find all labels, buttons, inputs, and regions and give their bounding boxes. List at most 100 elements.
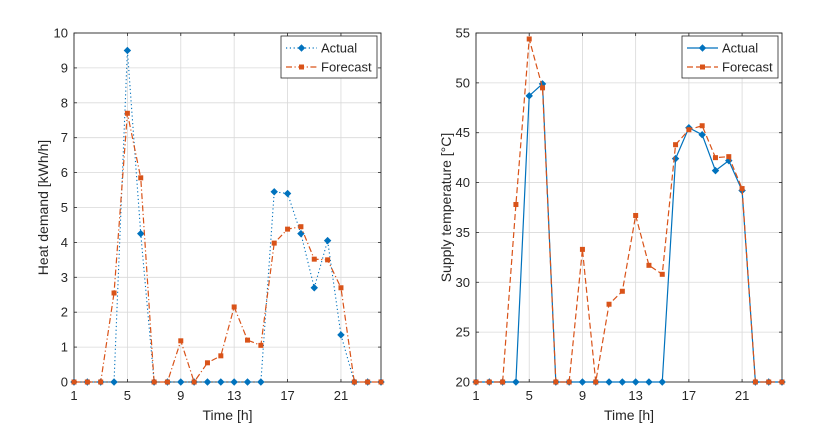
right-chart-series-forecast xyxy=(473,36,785,385)
right-chart-x-tick-label: 5 xyxy=(526,388,533,403)
left-chart-forecast-point xyxy=(191,379,197,385)
right-chart-forecast-point xyxy=(752,379,758,385)
left-chart-forecast-point xyxy=(245,337,251,343)
right-chart-forecast-point xyxy=(500,379,506,385)
right-chart-forecast-point xyxy=(553,379,559,385)
left-chart-legend: Actual Forecast xyxy=(280,35,378,79)
right-chart-forecast-point xyxy=(633,212,639,218)
left-chart-actual-point xyxy=(177,378,185,386)
right-chart-forecast-point xyxy=(540,85,546,91)
right-chart-actual-point xyxy=(711,166,720,175)
right-chart-actual-point xyxy=(525,92,533,100)
right-chart-legend-forecast-label: Forecast xyxy=(722,60,773,75)
left-chart-forecast-point xyxy=(311,256,317,262)
left-chart-forecast-point xyxy=(365,379,371,385)
right-chart: 1 5 9 13 17 21 20 25 30 35 40 45 50 55 Time [h] Supply … xyxy=(438,26,786,423)
right-chart-y-tick-label: 55 xyxy=(456,26,470,41)
left-chart-y-tick-label: 5 xyxy=(61,200,68,215)
left-chart-x-tick-label: 13 xyxy=(227,388,241,403)
left-chart-legend-box xyxy=(280,35,378,79)
left-chart-actual-point xyxy=(257,378,265,386)
left-chart-actual-point xyxy=(203,378,212,386)
left-chart-forecast-point xyxy=(351,379,357,385)
left-chart-forecast-point xyxy=(98,379,104,385)
left-chart-forecast-point xyxy=(338,285,344,291)
right-chart-y-axis-label: Supply temperature [°C] xyxy=(438,133,454,283)
left-chart-forecast-point xyxy=(218,353,224,359)
left-chart-x-tick-label: 9 xyxy=(177,388,184,403)
left-chart-y-tick-label: 7 xyxy=(61,130,68,145)
left-chart-legend-actual-marker xyxy=(297,44,306,52)
right-chart-actual-point xyxy=(605,378,613,386)
left-chart-actual-point xyxy=(123,46,132,55)
left-chart-x-tick-label: 1 xyxy=(70,388,77,403)
right-chart-plot-area xyxy=(476,33,782,382)
left-chart-forecast-point xyxy=(111,290,117,296)
right-chart-forecast-point xyxy=(486,379,492,385)
left-chart-x-tick-label: 21 xyxy=(334,388,348,403)
left-chart-x-tick-label: 17 xyxy=(280,388,294,403)
right-chart-y-tick-label: 40 xyxy=(456,175,470,190)
left-chart-y-tick-label: 2 xyxy=(61,305,68,320)
right-chart-legend-box xyxy=(681,35,779,79)
right-chart-actual-point xyxy=(631,378,640,386)
right-chart-legend-forecast-marker xyxy=(700,64,705,70)
right-chart-forecast-line xyxy=(476,38,782,383)
right-chart-forecast-point xyxy=(619,288,625,294)
left-chart-y-tick-label: 8 xyxy=(61,95,68,110)
right-chart-actual-point xyxy=(698,130,706,139)
left-chart-actual-point xyxy=(310,284,318,292)
left-chart-forecast-point xyxy=(298,224,304,230)
left-chart-forecast-point xyxy=(138,175,144,181)
right-chart-actual-point xyxy=(618,378,627,386)
right-chart-y-tick-label: 30 xyxy=(456,275,470,290)
right-chart-forecast-point xyxy=(579,246,585,252)
left-chart-y-tick-label: 10 xyxy=(54,26,68,41)
right-chart-actual-point xyxy=(645,378,653,386)
left-chart-forecast-point xyxy=(164,379,170,385)
right-chart-forecast-point xyxy=(646,262,652,268)
left-chart-forecast-point xyxy=(204,360,210,366)
right-chart-x-tick-label: 13 xyxy=(628,388,642,403)
left-chart-forecast-point xyxy=(84,379,90,385)
right-chart-forecast-point xyxy=(513,202,519,208)
left-chart-y-axis-label: Heat demand [kWh/h] xyxy=(35,140,51,275)
left-chart-forecast-point xyxy=(231,304,237,310)
right-chart-x-tick-label: 1 xyxy=(472,388,479,403)
left-chart-y-tick-label: 3 xyxy=(61,270,68,285)
right-chart-forecast-point xyxy=(473,379,479,385)
right-chart-actual-point xyxy=(725,156,733,165)
left-chart-y-tick-label: 1 xyxy=(61,340,68,355)
right-chart-x-tick-label: 21 xyxy=(735,388,749,403)
left-chart-forecast-point xyxy=(178,338,184,344)
right-chart-forecast-point xyxy=(699,123,705,129)
left-chart-actual-point xyxy=(137,229,145,238)
left-chart-legend-forecast-marker xyxy=(299,64,304,70)
left-chart-actual-point xyxy=(243,378,252,386)
left-chart-forecast-point xyxy=(378,379,384,385)
right-chart-forecast-point xyxy=(686,127,692,133)
left-chart-actual-point xyxy=(110,378,118,386)
right-chart-forecast-point xyxy=(526,36,532,42)
right-chart-actual-point xyxy=(658,378,666,386)
left-chart-actual-line xyxy=(74,49,381,383)
right-chart-y-tick-label: 35 xyxy=(456,225,470,240)
left-chart-forecast-point xyxy=(285,226,291,232)
right-chart-forecast-point xyxy=(673,142,679,148)
left-chart-x-axis-label: Time [h] xyxy=(202,407,252,423)
right-chart-forecast-point xyxy=(606,301,612,307)
right-chart-forecast-point xyxy=(712,155,718,161)
left-chart-y-tick-label: 6 xyxy=(61,165,68,180)
right-chart-y-tick-label: 45 xyxy=(456,125,470,140)
right-chart-forecast-point xyxy=(739,186,745,192)
right-chart-x-tick-label: 17 xyxy=(682,388,696,403)
left-chart-legend-forecast-label: Forecast xyxy=(321,60,372,75)
right-chart-legend-actual-label: Actual xyxy=(722,41,758,56)
right-chart-forecast-point xyxy=(593,379,599,385)
left-chart-forecast-point xyxy=(325,257,331,263)
right-chart-actual-line xyxy=(476,83,782,383)
right-chart-legend: Actual Forecast xyxy=(681,35,779,79)
left-chart-series-forecast xyxy=(71,110,384,385)
